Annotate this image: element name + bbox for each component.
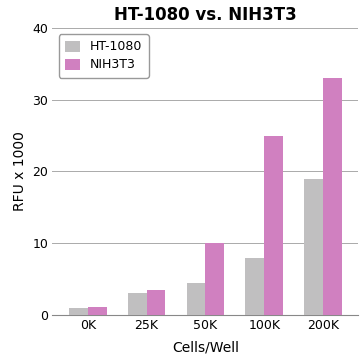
Bar bbox=[323, 78, 342, 315]
Bar bbox=[147, 290, 165, 315]
Bar bbox=[187, 283, 205, 315]
Bar bbox=[205, 243, 224, 315]
Legend: HT-1080, NIH3T3: HT-1080, NIH3T3 bbox=[59, 34, 149, 78]
Bar bbox=[245, 257, 264, 315]
Bar bbox=[88, 307, 107, 315]
Bar bbox=[69, 308, 88, 315]
X-axis label: Cells/Well: Cells/Well bbox=[172, 341, 239, 355]
Y-axis label: RFU x 1000: RFU x 1000 bbox=[13, 131, 27, 211]
Bar bbox=[304, 179, 323, 315]
Bar bbox=[264, 135, 283, 315]
Title: HT-1080 vs. NIH3T3: HT-1080 vs. NIH3T3 bbox=[114, 5, 297, 23]
Bar bbox=[128, 293, 147, 315]
